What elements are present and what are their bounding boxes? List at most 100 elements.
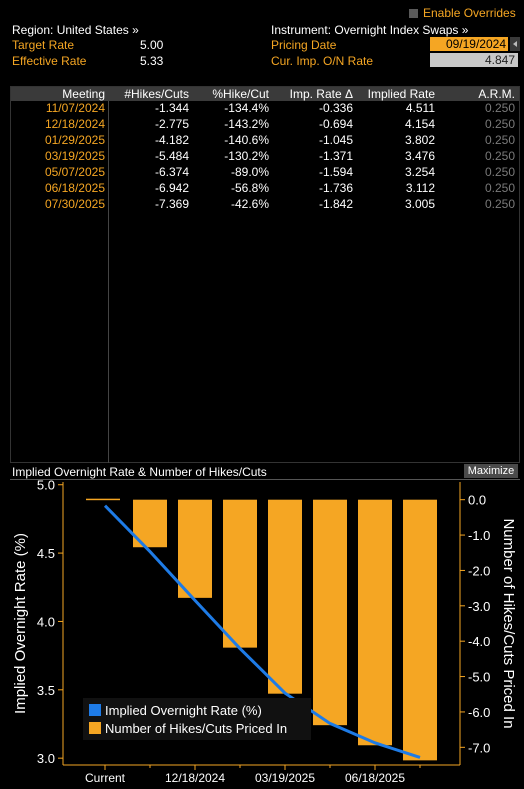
chart-title: Implied Overnight Rate & Number of Hikes… — [12, 465, 267, 479]
bar-hikes-cuts — [178, 499, 212, 598]
implied-rate-line — [103, 504, 421, 759]
legend-box — [83, 698, 311, 740]
table-row[interactable]: 11/07/2024 -1.344 -134.4% -0.336 4.511 0.250 — [11, 101, 519, 117]
right-tick-label: -7.0 — [468, 740, 490, 755]
x-tick-label: 06/18/2025 — [345, 771, 405, 785]
right-tick-label: -4.0 — [468, 634, 490, 649]
table-row[interactable]: 05/07/2025 -6.374 -89.0% -1.594 3.254 0.250 — [11, 165, 519, 181]
col-implied-rate[interactable]: Implied Rate — [367, 87, 435, 101]
cell-imp-rate-delta: -1.594 — [318, 165, 353, 179]
cell-imp-rate-delta: -1.371 — [318, 149, 353, 163]
cell-arm: 0.250 — [484, 133, 515, 147]
cell-arm: 0.250 — [484, 117, 515, 131]
cell-meeting-date: 05/07/2025 — [44, 165, 105, 179]
chart-divider — [10, 479, 520, 480]
pricing-date-input[interactable]: 09/19/2024 — [430, 37, 508, 51]
bar-hikes-cuts — [358, 499, 392, 746]
right-tick-label: -2.0 — [468, 563, 490, 578]
legend-swatch-line — [89, 704, 101, 716]
left-tick-label: 4.5 — [37, 546, 55, 561]
table-row[interactable]: 03/19/2025 -5.484 -130.2% -1.371 3.476 0.250 — [11, 149, 519, 165]
y-axis-label: Implied Overnight Rate (%) — [12, 533, 29, 714]
cell-meeting-date: 07/30/2025 — [44, 197, 105, 211]
table-header: Meeting #Hikes/Cuts %Hike/Cut Imp. Rate … — [11, 87, 519, 101]
cell-meeting-date: 12/18/2024 — [44, 117, 105, 131]
cell-implied-rate: 4.154 — [404, 117, 435, 131]
col-meeting[interactable]: Meeting — [62, 87, 105, 101]
table-row[interactable]: 06/18/2025 -6.942 -56.8% -1.736 3.112 0.250 — [11, 181, 519, 197]
cell-hikes-cuts: -4.182 — [154, 133, 189, 147]
cell-arm: 0.250 — [484, 181, 515, 195]
cell-meeting-date: 11/07/2024 — [45, 101, 105, 115]
maximize-button[interactable]: Maximize — [464, 464, 518, 478]
cell-arm: 0.250 — [484, 165, 515, 179]
bar-hikes-cuts — [403, 499, 437, 761]
cell-implied-rate: 4.511 — [405, 101, 435, 115]
left-tick-label: 5.0 — [37, 480, 55, 493]
table-row[interactable]: 12/18/2024 -2.775 -143.2% -0.694 4.154 0.250 — [11, 117, 519, 133]
cell-pct-hike-cut: -140.6% — [224, 133, 269, 147]
cur-imp-rate-label: Cur. Imp. O/N Rate — [271, 54, 374, 68]
cur-imp-rate-field[interactable]: 4.847 — [430, 53, 518, 67]
target-rate-label: Target Rate — [12, 38, 75, 52]
cell-pct-hike-cut: -42.6% — [230, 197, 269, 211]
cell-pct-hike-cut: -134.4% — [224, 101, 269, 115]
cell-hikes-cuts: -6.942 — [154, 181, 189, 195]
cell-implied-rate: 3.254 — [404, 165, 435, 179]
cell-implied-rate: 3.005 — [404, 197, 435, 211]
instrument-selector[interactable]: Instrument: Overnight Index Swaps » — [271, 23, 469, 37]
x-tick-label: 12/18/2024 — [165, 771, 225, 785]
col-imp-rate-delta[interactable]: Imp. Rate Δ — [289, 87, 353, 101]
target-rate-value: 5.00 — [140, 38, 164, 52]
cell-arm: 0.250 — [484, 197, 515, 211]
pricing-date-label: Pricing Date — [271, 38, 337, 52]
rate-hikes-chart: 5.0 4.5 4.0 3.5 3.0 0.0 -1.0 -2.0 -3.0 -4.0 -5.0 -6… — [12, 480, 517, 785]
cell-hikes-cuts: -1.344 — [154, 101, 189, 115]
cell-imp-rate-delta: -1.045 — [318, 133, 353, 147]
right-tick-label: -6.0 — [468, 705, 490, 720]
table-row[interactable]: 01/29/2025 -4.182 -140.6% -1.045 3.802 0.250 — [11, 133, 519, 149]
left-tick-label: 3.0 — [37, 751, 55, 766]
cell-arm: 0.250 — [484, 101, 515, 115]
bar-current — [86, 498, 120, 501]
region-selector[interactable]: Region: United States » — [12, 23, 139, 37]
left-tick-label: 3.5 — [37, 683, 55, 698]
cell-hikes-cuts: -5.484 — [154, 149, 189, 163]
cell-pct-hike-cut: -143.2% — [224, 117, 269, 131]
cell-hikes-cuts: -7.369 — [154, 197, 189, 211]
effective-rate-label: Effective Rate — [12, 54, 87, 68]
enable-overrides-checkbox[interactable] — [409, 9, 418, 18]
legend-label-bars: Number of Hikes/Cuts Priced In — [105, 721, 287, 736]
cell-arm: 0.250 — [484, 149, 515, 163]
col-hikes-cuts[interactable]: #Hikes/Cuts — [124, 87, 189, 101]
cell-pct-hike-cut: -56.8% — [230, 181, 269, 195]
enable-overrides-label[interactable]: Enable Overrides — [423, 6, 516, 20]
col-arm[interactable]: A.R.M. — [478, 87, 515, 101]
cell-implied-rate: 3.802 — [404, 133, 435, 147]
bar-hikes-cuts — [223, 499, 257, 648]
table-row[interactable]: 07/30/2025 -7.369 -42.6% -1.842 3.005 0.250 — [11, 197, 519, 213]
right-tick-label: -1.0 — [468, 528, 490, 543]
y2-axis-label: Number of Hikes/Cuts Priced In — [500, 518, 517, 728]
legend-swatch-bars — [89, 722, 101, 734]
column-divider — [108, 101, 109, 463]
col-pct-hike-cut[interactable]: %Hike/Cut — [212, 87, 269, 101]
right-tick-label: -3.0 — [468, 599, 490, 614]
cell-meeting-date: 01/29/2025 — [44, 133, 105, 147]
x-tick-label: Current — [85, 771, 126, 785]
cell-pct-hike-cut: -130.2% — [224, 149, 269, 163]
left-tick-label: 4.0 — [37, 614, 55, 629]
right-tick-label: 0.0 — [468, 493, 486, 508]
x-tick-label: 03/19/2025 — [255, 771, 315, 785]
bar-hikes-cuts — [268, 499, 302, 694]
cell-hikes-cuts: -2.775 — [154, 117, 189, 131]
legend-label-line: Implied Overnight Rate (%) — [105, 703, 262, 718]
cell-imp-rate-delta: -1.842 — [318, 197, 353, 211]
effective-rate-value: 5.33 — [140, 54, 164, 68]
bar-hikes-cuts — [313, 499, 347, 726]
cell-meeting-date: 06/18/2025 — [44, 181, 105, 195]
date-picker-icon[interactable] — [510, 37, 520, 51]
cell-implied-rate: 3.476 — [404, 149, 435, 163]
cell-imp-rate-delta: -1.736 — [318, 181, 353, 195]
cell-imp-rate-delta: -0.694 — [318, 117, 353, 131]
